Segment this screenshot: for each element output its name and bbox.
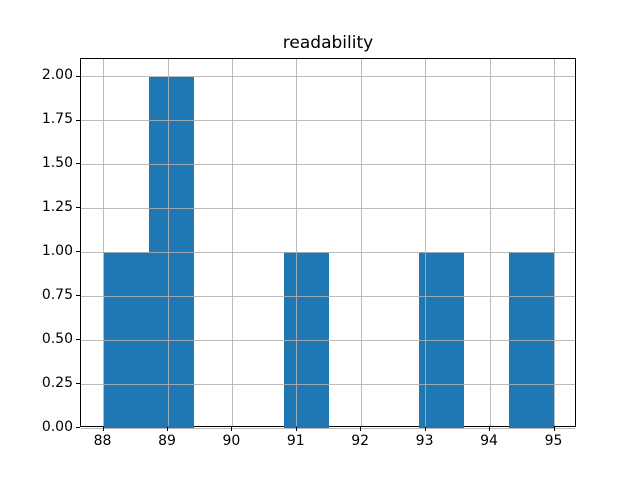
y-tick-label: 0.75 [41, 286, 73, 303]
gridline-y [81, 251, 575, 253]
y-tick-label: 1.75 [41, 111, 73, 127]
chart-title: readability [282, 33, 374, 53]
gridline-x [167, 59, 169, 426]
y-tick-mark [76, 295, 80, 297]
x-tick-label: 93 [415, 433, 434, 449]
x-tick-mark [295, 427, 297, 431]
y-tick-mark [76, 339, 80, 341]
gridline-x [425, 59, 427, 426]
gridline-x [103, 59, 104, 426]
y-tick-label: 0.00 [41, 418, 73, 435]
y-tick-mark [76, 207, 80, 209]
y-tick-mark [76, 427, 80, 428]
y-tick-label: 2.00 [41, 67, 73, 84]
x-tick-mark [553, 427, 555, 431]
gridline-x [296, 59, 298, 426]
gridline-x [489, 59, 491, 426]
gridline-y [81, 163, 575, 165]
gridline-y [81, 120, 575, 121]
x-tick-label: 88 [93, 433, 112, 449]
y-tick-mark [76, 383, 80, 385]
gridline-y [81, 339, 575, 341]
y-tick-label: 0.25 [41, 374, 73, 391]
gridline-x [231, 59, 233, 426]
plot-area [80, 58, 576, 429]
grid-layer [81, 59, 575, 429]
x-tick-mark [231, 427, 233, 431]
x-tick-label: 95 [544, 433, 563, 449]
y-tick-label: 1.00 [41, 242, 73, 259]
gridline-y [81, 383, 575, 385]
x-tick-mark [102, 427, 104, 431]
x-tick-mark [167, 427, 168, 431]
y-tick-label: 1.50 [41, 154, 73, 171]
gridline-y [81, 427, 575, 429]
x-tick-label: 90 [222, 433, 241, 449]
x-tick-label: 89 [158, 433, 176, 449]
x-tick-mark [489, 427, 490, 431]
gridline-x [360, 59, 362, 426]
x-tick-mark [424, 427, 426, 431]
x-tick-label: 94 [480, 433, 498, 449]
gridline-y [81, 76, 575, 78]
gridline-y [81, 295, 575, 297]
x-tick-label: 92 [351, 433, 370, 449]
y-tick-mark [76, 163, 80, 165]
gridline-y [81, 207, 575, 209]
x-tick-mark [360, 427, 362, 431]
y-tick-mark [76, 119, 80, 121]
y-tick-label: 0.50 [41, 330, 73, 347]
y-tick-mark [76, 75, 80, 77]
gridline-x [554, 59, 555, 426]
y-tick-label: 1.25 [41, 198, 73, 215]
y-tick-mark [76, 251, 80, 253]
x-tick-label: 91 [286, 433, 305, 449]
